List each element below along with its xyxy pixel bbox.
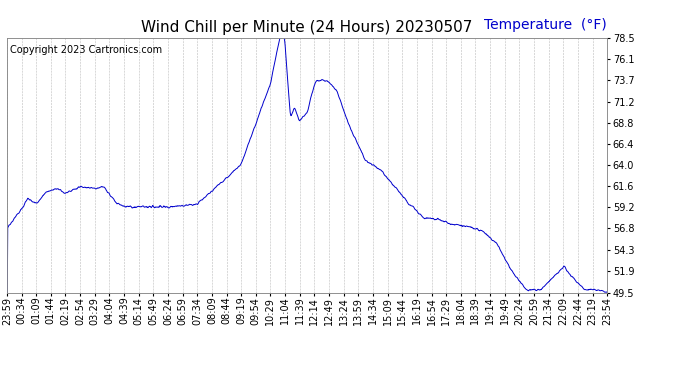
- Text: Temperature  (°F): Temperature (°F): [484, 18, 607, 32]
- Title: Wind Chill per Minute (24 Hours) 20230507: Wind Chill per Minute (24 Hours) 2023050…: [141, 20, 473, 35]
- Text: Copyright 2023 Cartronics.com: Copyright 2023 Cartronics.com: [10, 45, 162, 55]
